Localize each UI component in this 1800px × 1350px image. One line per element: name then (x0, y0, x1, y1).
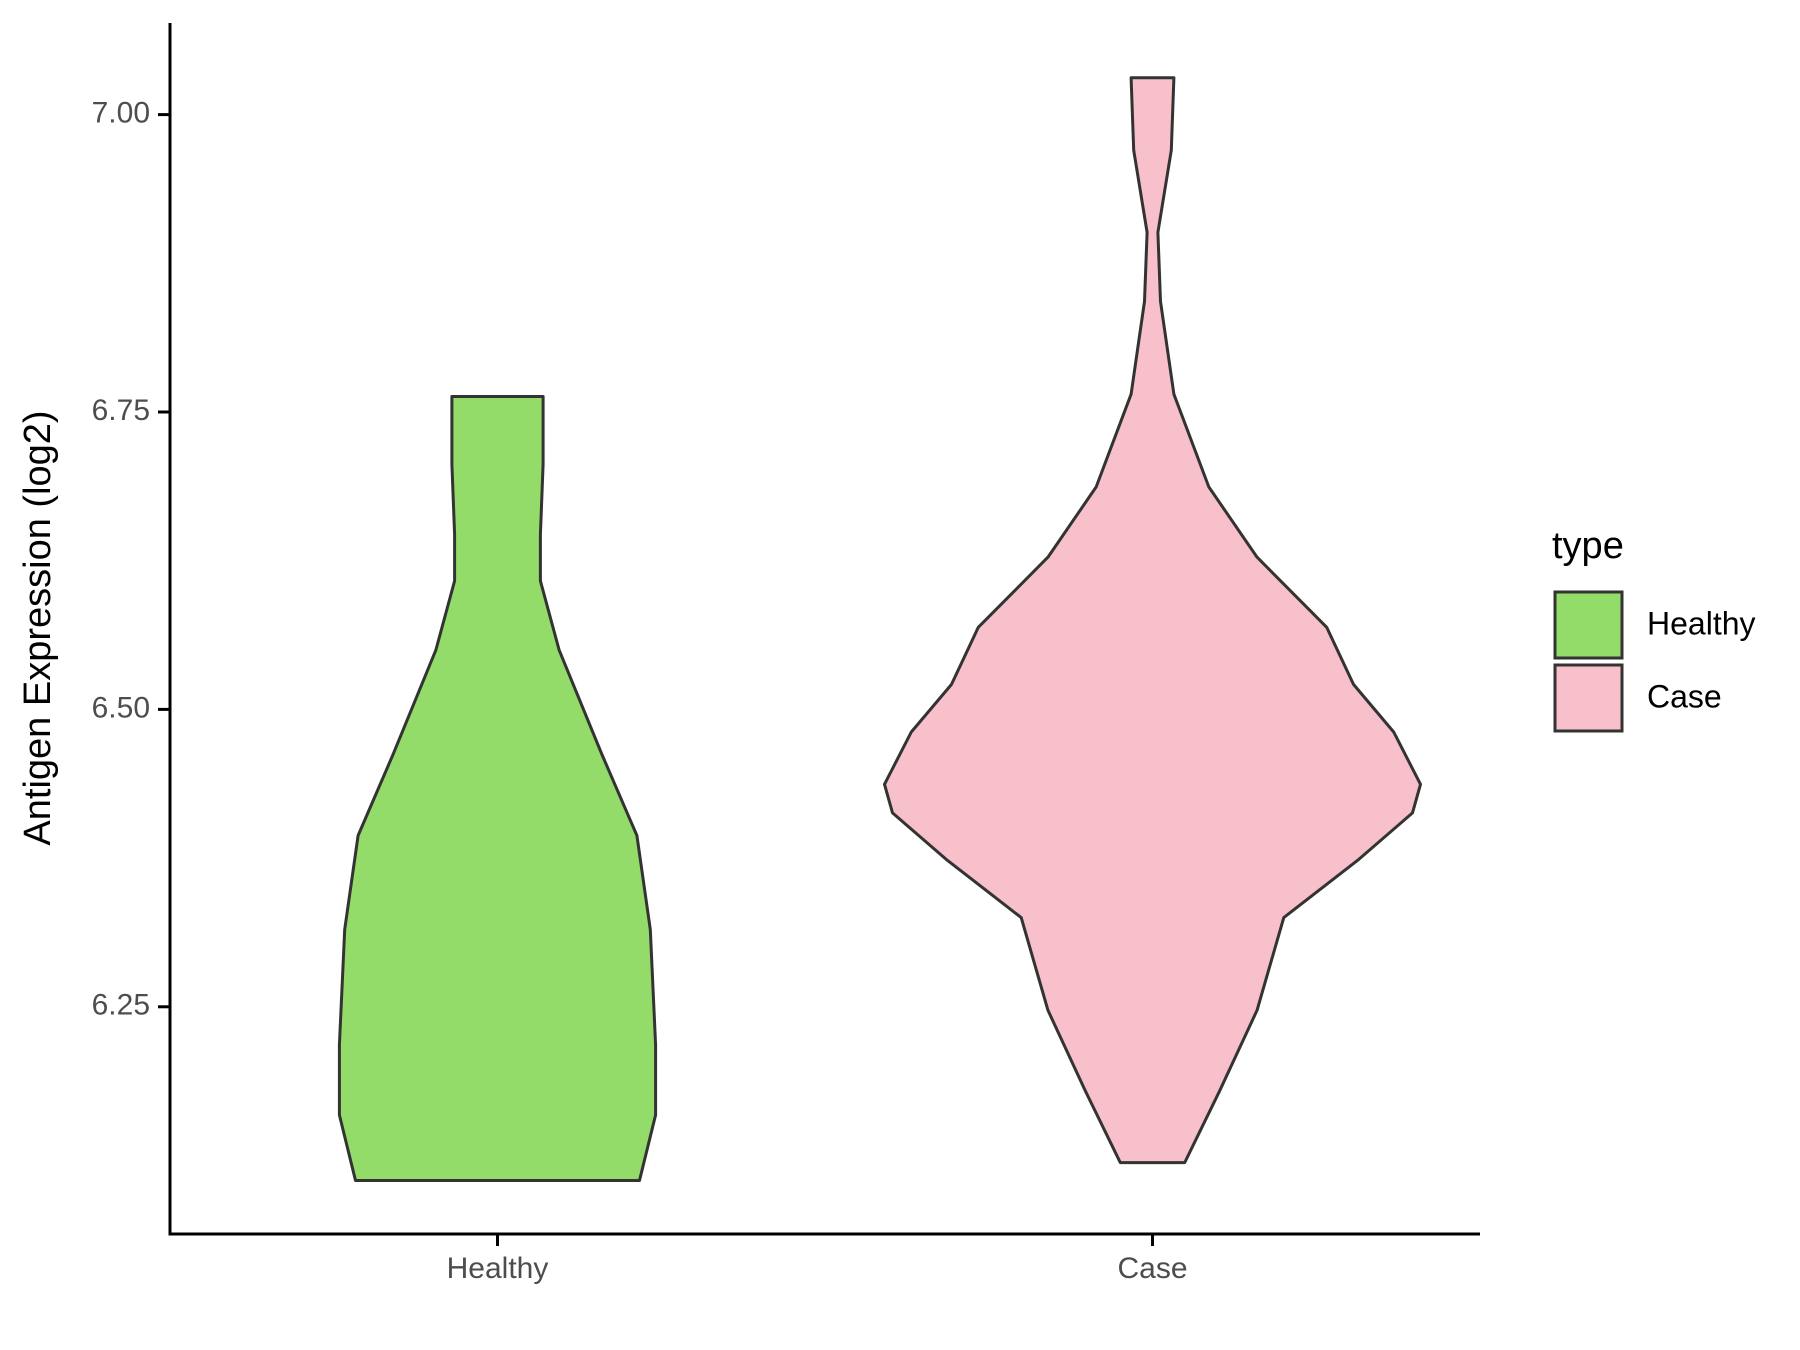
legend-title: type (1552, 525, 1624, 567)
legend-swatch (1553, 590, 1624, 660)
legend-swatch (1553, 663, 1624, 733)
x-tick-label: Case (1117, 1252, 1187, 1285)
legend-label: Healthy (1647, 605, 1756, 641)
violin (883, 76, 1422, 1165)
y-tick-label: 6.50 (92, 691, 150, 724)
y-tick-label: 6.25 (92, 989, 150, 1022)
y-tick-label: 7.00 (92, 97, 150, 130)
violin (337, 395, 658, 1182)
y-tick-label: 6.75 (92, 394, 150, 427)
y-axis-title: Antigen Expression (log2) (17, 410, 59, 845)
legend-label: Case (1647, 678, 1722, 714)
x-tick-label: Healthy (447, 1252, 549, 1285)
